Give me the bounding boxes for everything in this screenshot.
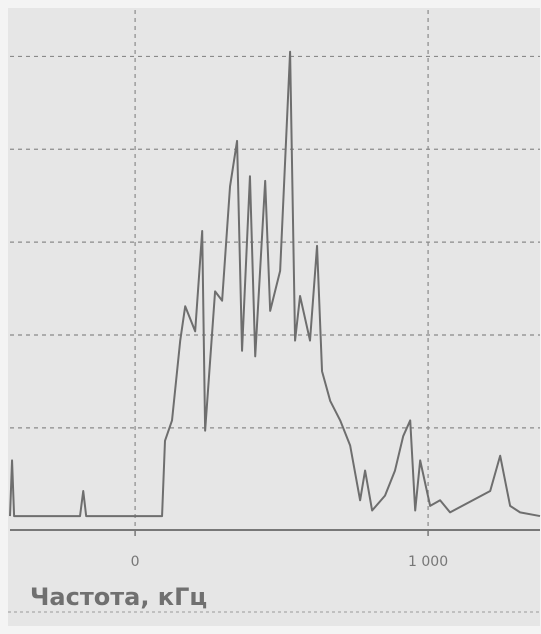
screen (8, 8, 540, 626)
x-tick-label: 1 000 (408, 554, 448, 570)
x-tick-label: 0 (131, 554, 140, 570)
x-axis-title: Частота, кГц (30, 583, 207, 611)
page: Частота, кГц 01 000 (() => { const data … (0, 0, 541, 634)
chart: Частота, кГц 0 1 000 (0, 0, 541, 634)
